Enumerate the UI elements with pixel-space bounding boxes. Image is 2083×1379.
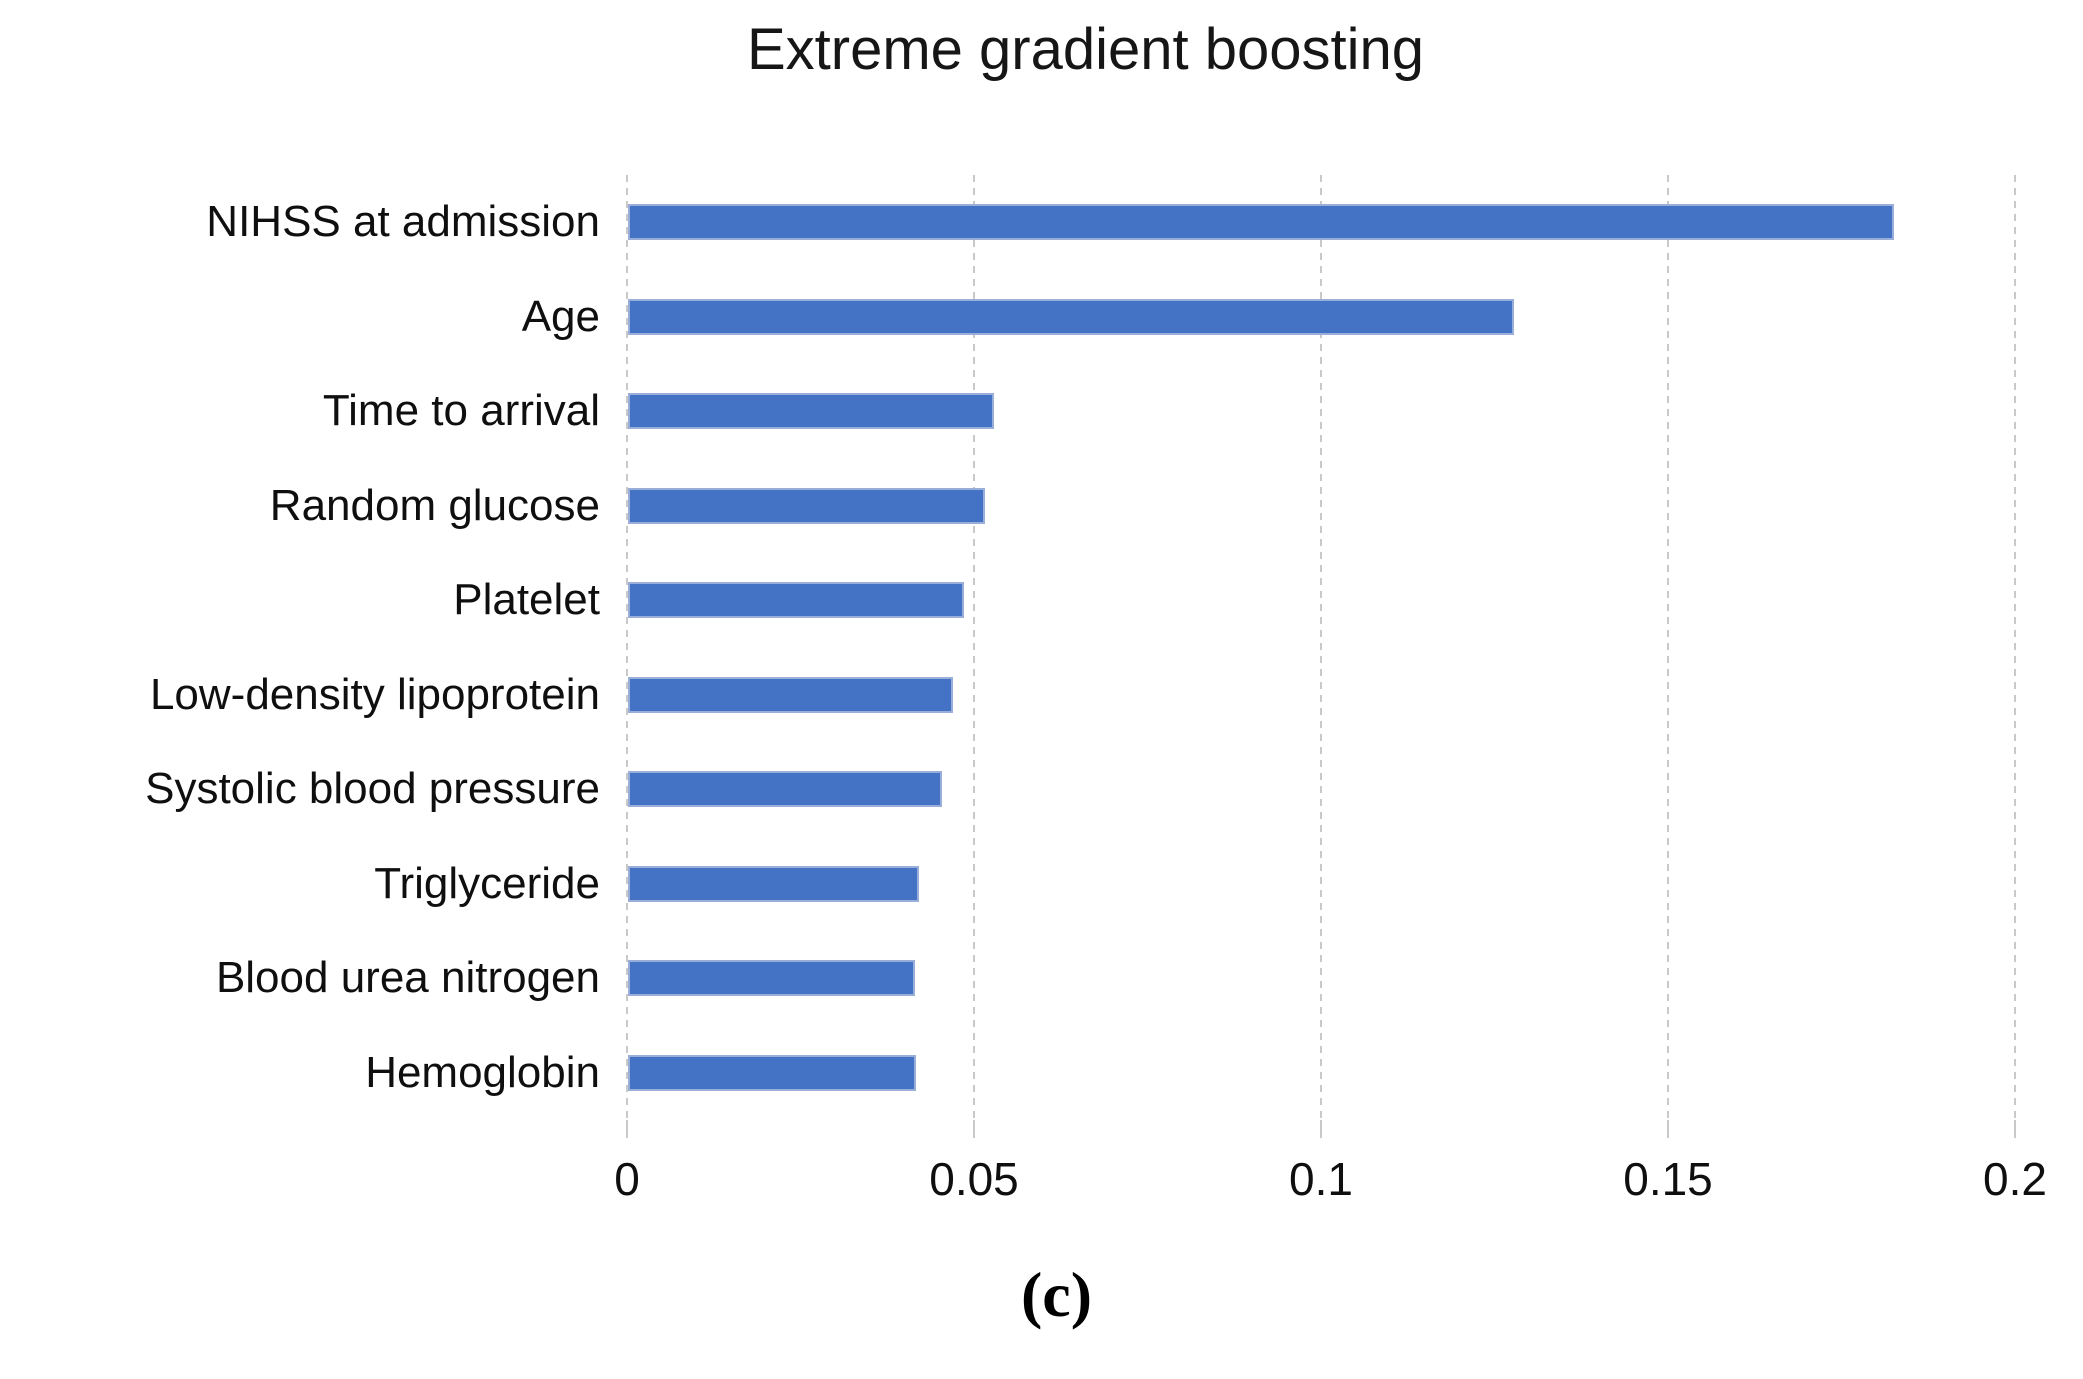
axis-tick (2014, 1120, 2016, 1138)
category-label: Random glucose (269, 480, 600, 530)
figure-caption: (c) (1020, 1259, 1093, 1330)
x-axis: 0 0.05 0.1 0.15 0.2 (614, 1152, 2047, 1222)
category-label: Triglyceride (374, 858, 600, 908)
x-tick-label: 0 (614, 1153, 640, 1205)
bar (628, 771, 942, 808)
axis-tick (626, 1120, 628, 1138)
category-label: Systolic blood pressure (145, 764, 600, 813)
x-tick-label: 0.2 (1983, 1153, 2047, 1205)
category-label: Age (521, 291, 600, 341)
bar (628, 298, 1515, 335)
category-label: Hemoglobin (365, 1047, 600, 1097)
gridline (1667, 175, 1669, 1120)
category-label: Low-density lipoprotein (149, 669, 600, 719)
chart-title: Extreme gradient boosting (746, 17, 1425, 82)
category-label: Time to arrival (322, 386, 600, 435)
bar (628, 1054, 916, 1091)
gridline (973, 175, 975, 1120)
axis-tick (973, 1120, 975, 1138)
gridline (1320, 175, 1322, 1120)
gridline (2014, 175, 2016, 1120)
x-tick-label: 0.05 (929, 1153, 1019, 1205)
bar (628, 204, 1894, 241)
category-label: Platelet (453, 575, 600, 624)
x-tick-label: 0.1 (1289, 1153, 1353, 1205)
axis-tick (1667, 1120, 1669, 1138)
category-label: Blood urea nitrogen (215, 953, 600, 1002)
bar (628, 676, 953, 713)
category-label: NIHSS at admission (206, 197, 600, 246)
axis-tick (1320, 1120, 1322, 1138)
bar (628, 582, 964, 619)
plot-area (626, 175, 2016, 1138)
x-tick-label: 0.15 (1623, 1153, 1713, 1205)
gridline (626, 175, 628, 1120)
bar (628, 865, 919, 902)
bar (628, 487, 985, 524)
bar (628, 393, 994, 430)
category-labels: NIHSS at admission Age Time to arrival Rand… (0, 175, 600, 1120)
bar (628, 960, 915, 997)
